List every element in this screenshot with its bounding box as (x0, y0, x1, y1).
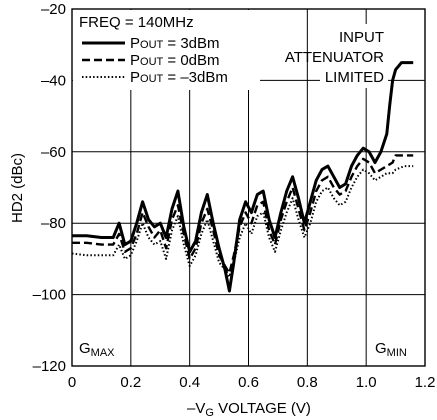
y-tick-label: –100 (33, 287, 66, 304)
y-axis-title: HD2 (dBc) (9, 153, 26, 223)
series-line-0 (72, 61, 414, 293)
gmax-label: GMAX (79, 340, 115, 359)
series-lines (71, 61, 414, 293)
y-tick-label: –20 (41, 1, 66, 18)
y-tick-label: –120 (33, 358, 66, 375)
x-tick-label: 0.6 (238, 374, 259, 391)
annotation-input-line3: LIMITED (325, 69, 384, 86)
y-tick-label: –40 (41, 72, 66, 89)
legend-header: FREQ = 140MHz (79, 14, 194, 31)
x-tick-label: 1.2 (415, 374, 436, 391)
x-tick-label: 0.8 (297, 374, 318, 391)
x-tick-labels: 0 0.2 0.4 0.6 0.8 1.0 1.2 (68, 374, 436, 391)
x-tick-label: 0.2 (120, 374, 141, 391)
legend-label-2: POUT = –3dBm (130, 69, 228, 86)
series-line-1 (72, 154, 414, 275)
annotation-input-line2: ATTENUATOR (285, 49, 384, 66)
gmin-label: GMIN (375, 340, 407, 359)
x-tick-label: 1.0 (356, 374, 377, 391)
x-axis-title: –VG VOLTAGE (V) (187, 400, 311, 419)
legend-label-1: POUT = 0dBm (130, 52, 220, 69)
x-tick-label: 0.4 (179, 374, 200, 391)
annotation-input-line1: INPUT (339, 29, 384, 46)
y-tick-label: –80 (41, 215, 66, 232)
legend-background (73, 10, 260, 90)
y-tick-labels: –120 –100 –80 –60 –40 –20 (33, 1, 66, 375)
plot-frame (71, 8, 426, 367)
annotation-background (320, 24, 388, 88)
y-tick-label: –60 (41, 144, 66, 161)
x-tick-label: 0 (68, 374, 76, 391)
legend-label-0: POUT = 3dBm (130, 35, 220, 52)
